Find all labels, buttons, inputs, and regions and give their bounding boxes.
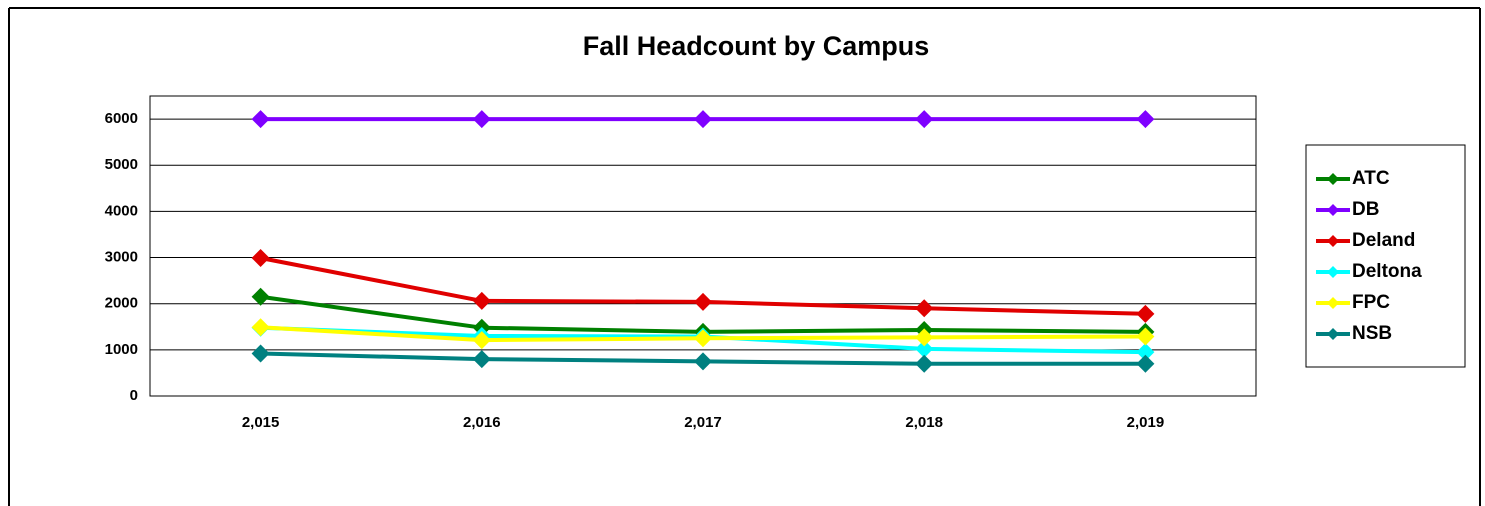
legend-marker <box>1327 266 1339 278</box>
data-point <box>251 110 270 129</box>
data-point <box>694 110 712 129</box>
data-point <box>1136 343 1155 362</box>
legend-label: NSB <box>1352 323 1392 344</box>
y-tick-label: 0 <box>130 387 138 404</box>
x-tick-label: 2,015 <box>242 414 280 431</box>
data-point <box>472 291 491 310</box>
data-point <box>915 354 934 373</box>
y-tick-label: 5000 <box>105 156 138 173</box>
legend-marker <box>1327 173 1339 185</box>
data-point <box>694 292 712 311</box>
data-point <box>694 352 712 371</box>
x-tick-label: 2,019 <box>1127 414 1165 431</box>
data-point <box>915 328 934 347</box>
legend-marker <box>1327 328 1339 340</box>
data-point <box>1136 110 1155 129</box>
data-point <box>472 331 491 350</box>
data-point <box>472 350 491 369</box>
data-point <box>251 249 270 267</box>
data-point <box>472 110 491 129</box>
data-point <box>251 287 270 306</box>
legend-label: DB <box>1352 199 1379 220</box>
data-point <box>915 339 934 358</box>
legend-label: FPC <box>1352 292 1390 313</box>
data-point <box>915 299 934 318</box>
data-point <box>694 329 712 348</box>
y-tick-label: 4000 <box>105 202 138 219</box>
data-point <box>1136 327 1155 346</box>
y-tick-label: 6000 <box>105 110 138 127</box>
y-tick-label: 2000 <box>105 295 138 312</box>
legend-marker <box>1327 297 1339 309</box>
data-point <box>915 110 934 129</box>
x-tick-label: 2,018 <box>905 414 943 431</box>
legend-label: Deltona <box>1352 261 1422 282</box>
data-point <box>251 318 270 337</box>
legend-marker <box>1327 235 1339 247</box>
chart-title: Fall Headcount by Campus <box>583 31 930 61</box>
data-point <box>1136 354 1155 373</box>
y-tick-label: 1000 <box>105 341 138 358</box>
data-point <box>251 344 270 363</box>
data-point <box>1136 304 1155 323</box>
legend-label: ATC <box>1352 168 1390 189</box>
x-tick-label: 2,017 <box>684 414 722 431</box>
x-tick-label: 2,016 <box>463 414 501 431</box>
legend-label: Deland <box>1352 230 1415 251</box>
legend-marker <box>1327 204 1339 216</box>
y-tick-label: 3000 <box>105 249 138 266</box>
